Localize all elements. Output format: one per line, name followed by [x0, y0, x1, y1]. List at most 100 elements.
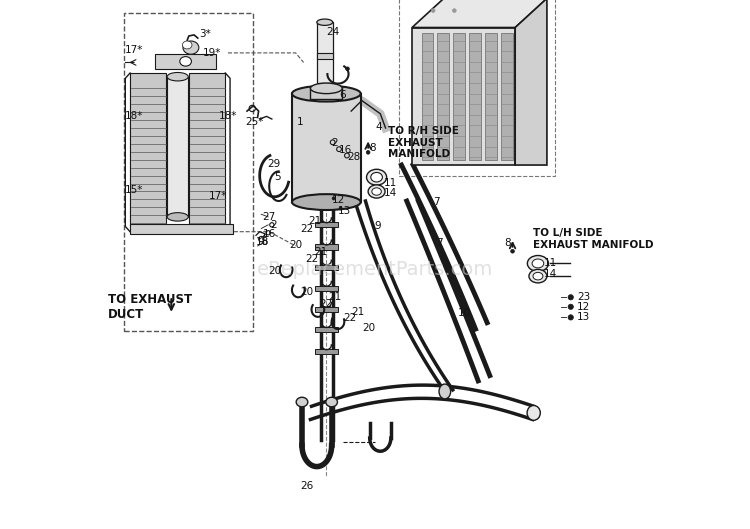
Ellipse shape: [296, 397, 307, 407]
Text: 12: 12: [332, 195, 345, 205]
Ellipse shape: [533, 272, 543, 280]
Ellipse shape: [339, 207, 342, 210]
Ellipse shape: [431, 9, 435, 13]
Text: 20: 20: [290, 241, 302, 250]
Polygon shape: [412, 0, 547, 28]
Bar: [155, 54, 216, 69]
Text: 26: 26: [300, 481, 313, 490]
Bar: [130, 224, 233, 234]
Text: 15*: 15*: [125, 186, 144, 195]
Bar: [124, 13, 254, 331]
Ellipse shape: [439, 384, 451, 399]
Text: 18: 18: [256, 238, 269, 247]
Text: 17*: 17*: [125, 45, 144, 55]
Text: 2: 2: [332, 138, 338, 148]
Text: TO R/H SIDE
EXHAUST
MANIFOLD: TO R/H SIDE EXHAUST MANIFOLD: [388, 126, 459, 159]
Bar: [453, 33, 465, 160]
Bar: [167, 77, 188, 217]
Text: eReplacementParts.com: eReplacementParts.com: [256, 260, 494, 279]
Ellipse shape: [529, 269, 547, 283]
Text: TO EXHAUST
DUCT: TO EXHAUST DUCT: [108, 293, 192, 321]
Ellipse shape: [368, 185, 385, 198]
Ellipse shape: [346, 67, 350, 70]
Text: 13: 13: [338, 206, 351, 215]
Text: 7: 7: [433, 197, 439, 207]
Ellipse shape: [316, 19, 333, 25]
Bar: [315, 244, 338, 250]
Text: 2: 2: [270, 221, 277, 230]
Text: 12: 12: [577, 302, 590, 312]
Bar: [412, 28, 515, 165]
Ellipse shape: [511, 249, 515, 253]
Bar: [315, 327, 338, 332]
Ellipse shape: [568, 304, 573, 309]
Ellipse shape: [167, 213, 188, 221]
Ellipse shape: [183, 41, 199, 54]
Text: 20: 20: [362, 323, 375, 333]
Ellipse shape: [527, 405, 540, 420]
Text: 20: 20: [268, 266, 281, 276]
Text: 27: 27: [262, 212, 275, 222]
Text: 29: 29: [267, 159, 280, 169]
Bar: [292, 94, 361, 202]
Text: 6: 6: [339, 90, 346, 100]
Bar: [470, 33, 481, 160]
Text: 18*: 18*: [125, 112, 144, 121]
Text: 17*: 17*: [209, 191, 226, 200]
Bar: [315, 307, 338, 312]
Bar: [501, 33, 512, 160]
Ellipse shape: [527, 256, 548, 271]
Text: 23: 23: [577, 293, 590, 302]
Bar: [485, 33, 496, 160]
Text: 14: 14: [544, 269, 557, 279]
Ellipse shape: [366, 151, 370, 154]
Bar: [315, 286, 338, 291]
Text: 3*: 3*: [200, 30, 211, 39]
Text: 20: 20: [300, 287, 313, 297]
Ellipse shape: [292, 86, 361, 102]
Text: 16: 16: [339, 145, 352, 154]
Bar: [189, 73, 225, 226]
Text: 10: 10: [458, 308, 471, 318]
Ellipse shape: [372, 188, 381, 195]
Text: 7: 7: [436, 239, 442, 248]
Text: 14: 14: [383, 188, 397, 198]
Bar: [315, 264, 338, 270]
Text: 11: 11: [544, 259, 557, 268]
Text: 21: 21: [328, 293, 342, 302]
Text: 22: 22: [320, 299, 333, 309]
Ellipse shape: [326, 397, 338, 407]
Ellipse shape: [332, 197, 335, 200]
Text: TO L/H SIDE
EXHAUST MANIFOLD: TO L/H SIDE EXHAUST MANIFOLD: [532, 229, 653, 250]
Polygon shape: [515, 0, 547, 165]
Ellipse shape: [532, 259, 544, 268]
Text: 21: 21: [308, 216, 322, 226]
Text: 22: 22: [300, 224, 313, 233]
Bar: [315, 222, 338, 227]
Text: 13: 13: [577, 313, 590, 322]
Ellipse shape: [568, 295, 573, 300]
Ellipse shape: [180, 57, 191, 66]
Text: 25*: 25*: [245, 117, 264, 126]
Ellipse shape: [167, 72, 188, 81]
Bar: [399, 0, 555, 176]
Ellipse shape: [292, 194, 361, 210]
Ellipse shape: [182, 41, 192, 49]
Text: 5: 5: [274, 172, 281, 182]
Bar: [130, 73, 166, 226]
Bar: [315, 349, 338, 354]
Text: 11: 11: [383, 178, 397, 187]
Text: 21: 21: [314, 247, 328, 257]
Text: 8: 8: [505, 239, 512, 248]
Bar: [310, 86, 342, 99]
Text: 19*: 19*: [203, 48, 221, 58]
Text: 18*: 18*: [219, 112, 237, 121]
Text: 21: 21: [351, 307, 364, 317]
Text: 22: 22: [305, 254, 319, 264]
Text: 24: 24: [326, 27, 340, 37]
Bar: [316, 22, 333, 83]
Bar: [316, 53, 333, 59]
Text: 1: 1: [297, 117, 303, 126]
Text: 4: 4: [375, 122, 382, 132]
Text: 16: 16: [262, 229, 276, 239]
